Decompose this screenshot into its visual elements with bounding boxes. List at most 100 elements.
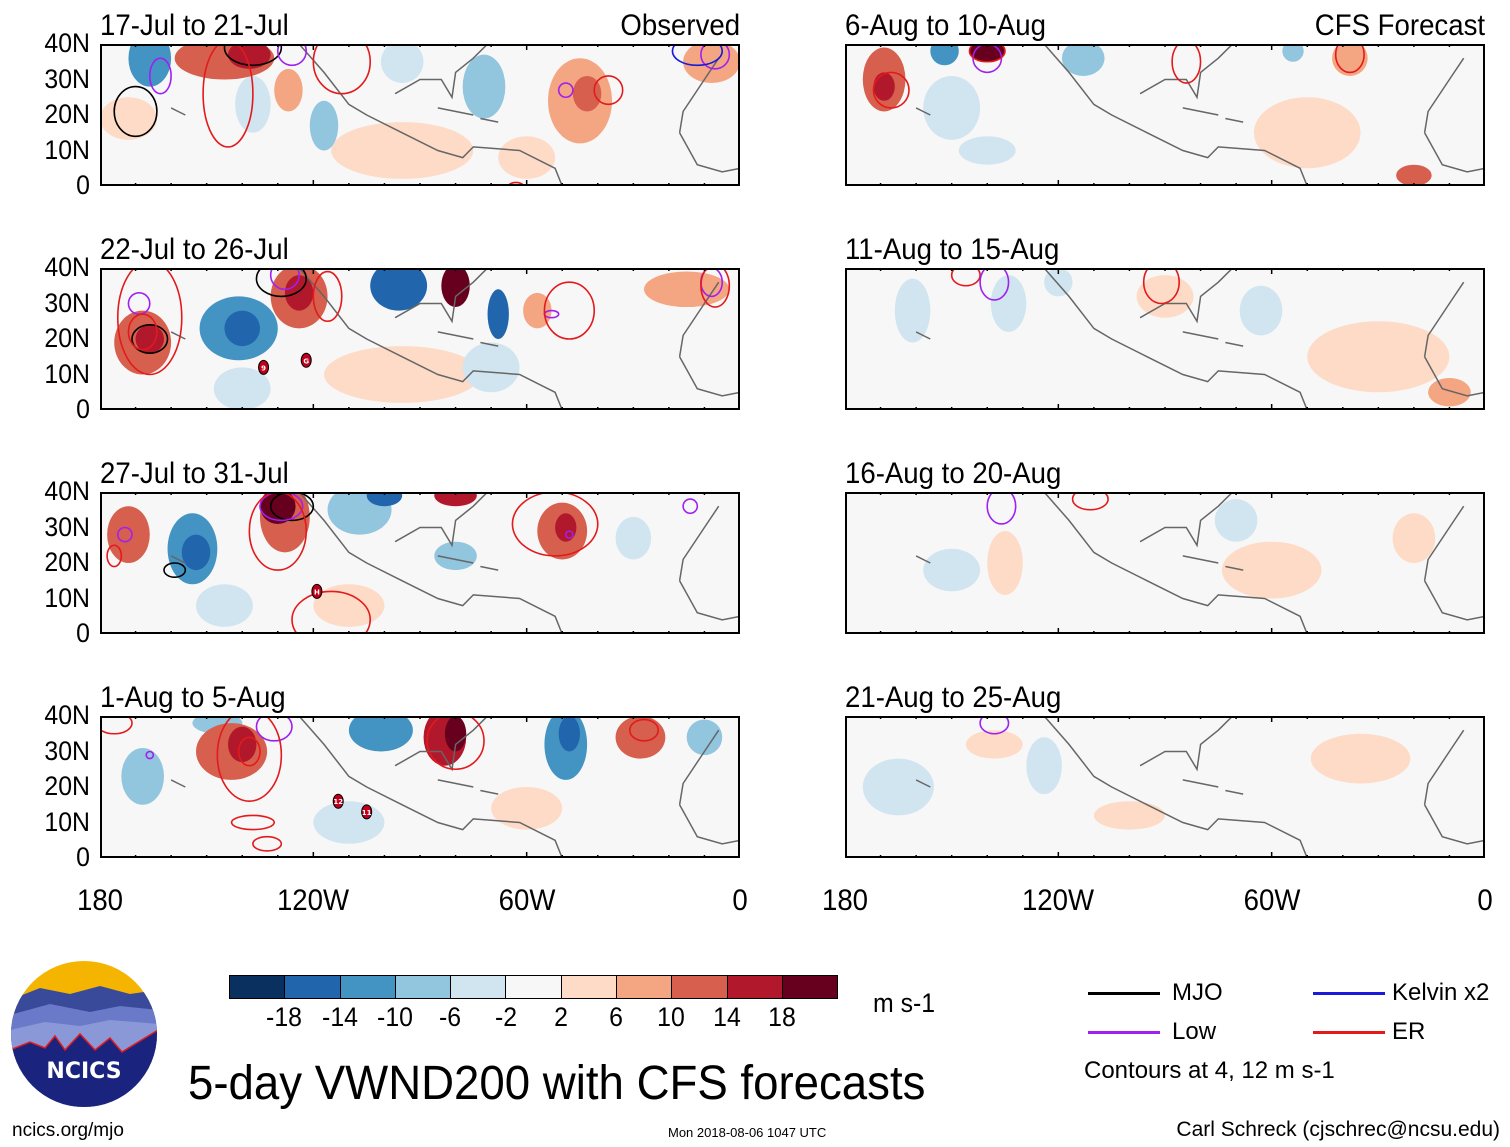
map-plot [845, 716, 1485, 858]
panel-date-range: 1-Aug to 5-Aug [100, 681, 286, 714]
contour-er [968, 44, 1006, 63]
contour-low [259, 492, 304, 522]
contour-er [1142, 268, 1181, 305]
colorbar-segment [230, 976, 286, 998]
coastline [170, 492, 740, 634]
colorbar-tick-label: -14 [321, 1002, 358, 1032]
map-panel-fc2 [845, 268, 1485, 410]
coastline [915, 716, 1485, 858]
contour-low [682, 498, 699, 515]
contour-er [628, 718, 660, 742]
colorbar-tick-label: -6 [439, 1002, 462, 1032]
map-panel-fc1 [845, 44, 1485, 186]
colorbar-tick-label: 18 [768, 1002, 796, 1032]
anomaly-region [923, 548, 981, 592]
map-panel-obs1 [100, 44, 740, 186]
anomaly-region [969, 44, 1005, 62]
contour-er [248, 492, 308, 571]
contour-low [255, 716, 293, 742]
anomaly-region [284, 275, 314, 311]
colorbar-segment [451, 976, 507, 998]
contour-er [127, 313, 158, 351]
anomaly-region [1026, 737, 1062, 795]
contour-er [100, 716, 133, 735]
anomaly-region [558, 716, 580, 752]
colorbar-tick-label: -18 [266, 1002, 303, 1032]
contour-low [986, 492, 1017, 525]
contour-er [252, 835, 283, 852]
y-tick-label: 40N [44, 28, 90, 58]
y-tick-label: 0 [76, 170, 90, 200]
anomaly-region [644, 271, 730, 308]
contour-note: Contours at 4, 12 m s-1 [1084, 1057, 1335, 1084]
contour-mjo [163, 562, 187, 578]
anomaly-region [555, 513, 577, 542]
y-tick-label: 10N [44, 134, 90, 165]
contour-low [145, 750, 155, 760]
colorbar-segment [672, 976, 728, 998]
contour-er [543, 281, 596, 340]
y-tick-label: 30N [44, 511, 90, 542]
y-tick-label: 10N [44, 582, 90, 613]
anomaly-region [1214, 499, 1258, 542]
colorbar-tick-label: -10 [376, 1002, 413, 1032]
anomaly-region [498, 136, 556, 179]
anomaly-region [462, 342, 520, 393]
map-plot: 12 11 [100, 716, 740, 858]
panel-date-range: 6-Aug to 10-Aug [845, 9, 1047, 42]
contour-er [116, 268, 183, 376]
y-tick-label: 0 [76, 618, 90, 648]
colorbar-tick-label: 2 [553, 1002, 568, 1032]
colorbar-segment [285, 976, 341, 998]
colorbar-segment [727, 976, 783, 998]
map-plot: 9G [100, 268, 740, 410]
anomaly-region [572, 75, 602, 112]
anomaly-region [370, 268, 428, 311]
legend-label-er: ER [1392, 1018, 1426, 1045]
anomaly-region [1061, 44, 1105, 76]
colorbar-tick-label: 6 [609, 1002, 624, 1032]
panel-date-range: 21-Aug to 25-Aug [845, 681, 1062, 714]
y-tick-label: 20N [44, 323, 90, 353]
storm-marker: 11 [361, 804, 373, 820]
contour-mjo [269, 492, 315, 522]
anomaly-region [923, 75, 981, 140]
anomaly-region [324, 346, 481, 403]
timestamp: Mon 2018-08-06 1047 UTC [668, 1125, 827, 1140]
map-panel-obs4: 12 11 [100, 716, 740, 858]
contour-mjo [223, 44, 283, 67]
legend-label-kelvin: Kelvin x2 [1392, 979, 1490, 1006]
colorbar-units: m s-1 [873, 988, 936, 1018]
storm-marker: 12 [332, 793, 344, 809]
ncics-logo: NCICS [11, 961, 157, 1107]
colorbar-segment [395, 976, 452, 998]
anomaly-region [1282, 44, 1304, 62]
contour-er [230, 814, 276, 831]
anomaly-region [894, 278, 931, 343]
contour-low [116, 526, 133, 543]
contour-low [700, 44, 731, 70]
anomaly-region [615, 716, 666, 759]
map-plot [845, 44, 1485, 186]
colorbar [229, 975, 839, 999]
anomaly-region [462, 54, 506, 119]
contour-mjo [113, 85, 158, 138]
legend-label-mjo: MJO [1172, 979, 1223, 1006]
anomaly-region [1239, 285, 1283, 336]
anomaly-region [1307, 321, 1450, 393]
anomaly-region [1428, 378, 1471, 407]
map-panel-fc3 [845, 492, 1485, 634]
storm-marker: G [300, 352, 312, 368]
source-url[interactable]: ncics.org/mjo [12, 1120, 124, 1141]
chart-title: 5-day VWND200 with CFS forecasts [188, 1057, 926, 1110]
anomaly-region [331, 122, 474, 179]
contour-low [979, 268, 1010, 301]
anomaly-region [380, 44, 424, 84]
anomaly-region [366, 492, 403, 507]
anomaly-region [873, 72, 895, 101]
anomaly-region [260, 492, 296, 524]
anomaly-region [228, 726, 257, 763]
legend-line-mjo [1088, 992, 1160, 995]
colorbar-tick-label: 10 [657, 1002, 686, 1032]
